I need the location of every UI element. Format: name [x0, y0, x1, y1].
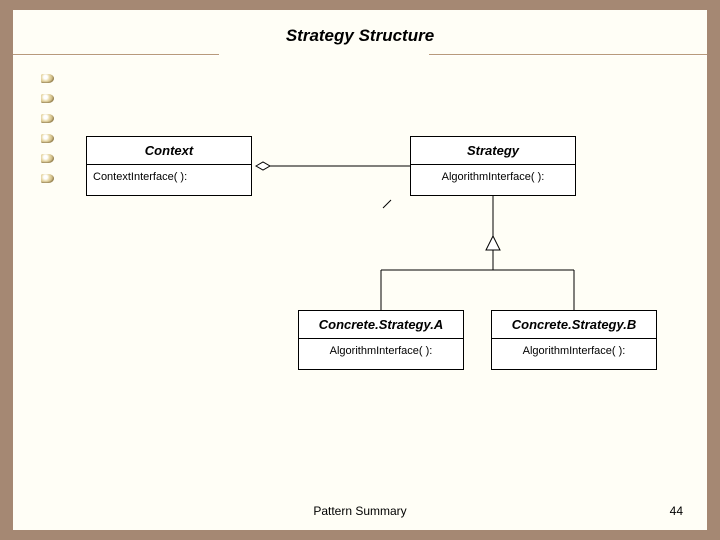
- bullet-icon: [41, 154, 54, 163]
- uml-class-name: Concrete.Strategy.A: [299, 311, 463, 339]
- page-number: 44: [670, 504, 683, 518]
- bullet-icon: [41, 114, 54, 123]
- uml-class-context: Context ContextInterface( ):: [86, 136, 252, 196]
- generalization-triangle-icon: [486, 236, 500, 250]
- bullet-icon: [41, 94, 54, 103]
- footer-caption: Pattern Summary: [13, 504, 707, 518]
- uml-class-ops: AlgorithmInterface( ):: [299, 339, 463, 363]
- slide-title: Strategy Structure: [13, 26, 707, 46]
- uml-class-ops: AlgorithmInterface( ):: [411, 165, 575, 189]
- uml-class-concrete-a: Concrete.Strategy.A AlgorithmInterface( …: [298, 310, 464, 370]
- title-rule-left: [13, 54, 219, 56]
- uml-class-name: Concrete.Strategy.B: [492, 311, 656, 339]
- bullet-icon: [41, 74, 54, 83]
- aggregation-diamond-icon: [256, 162, 270, 170]
- bullet-column: [41, 74, 57, 194]
- uml-class-strategy: Strategy AlgorithmInterface( ):: [410, 136, 576, 196]
- uml-class-ops: ContextInterface( ):: [87, 165, 251, 189]
- slide: Strategy Structure Context ContextInterf…: [13, 10, 707, 530]
- presentation-frame: Strategy Structure Context ContextInterf…: [0, 0, 720, 540]
- uml-class-concrete-b: Concrete.Strategy.B AlgorithmInterface( …: [491, 310, 657, 370]
- uml-connectors: [13, 10, 707, 530]
- uml-class-ops: AlgorithmInterface( ):: [492, 339, 656, 363]
- artifact-line: [383, 200, 391, 208]
- bullet-icon: [41, 174, 54, 183]
- bullet-icon: [41, 134, 54, 143]
- uml-class-name: Context: [87, 137, 251, 165]
- uml-class-name: Strategy: [411, 137, 575, 165]
- title-rule-right: [429, 54, 707, 56]
